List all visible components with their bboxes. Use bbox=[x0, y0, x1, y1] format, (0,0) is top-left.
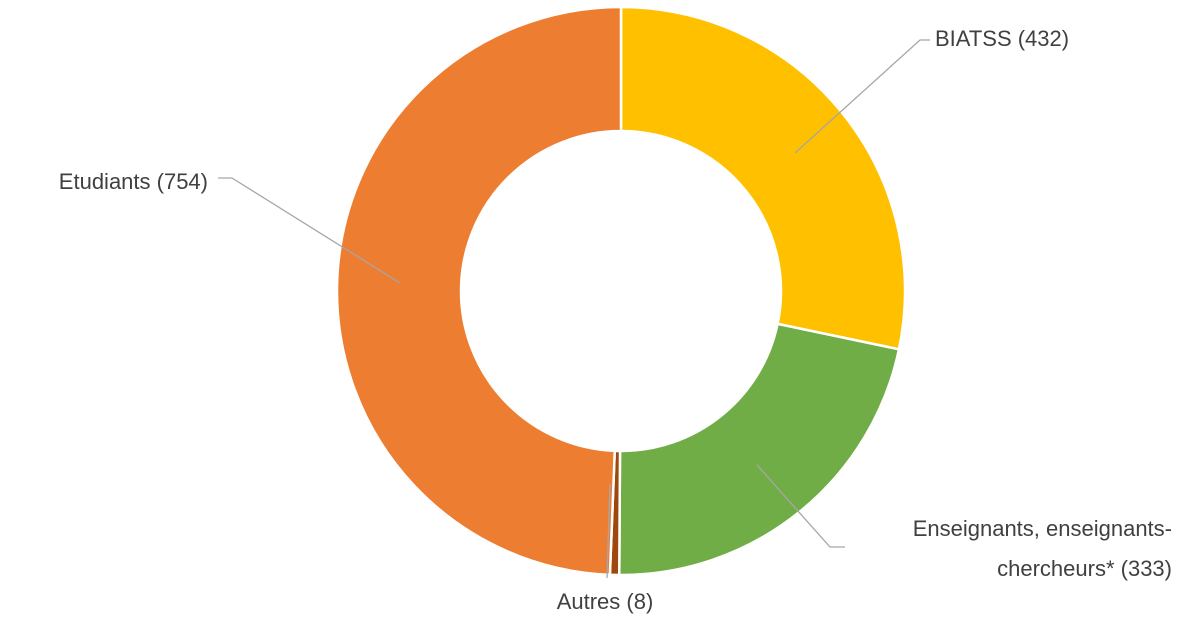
data-label: Etudiants (754) bbox=[59, 169, 208, 194]
leader-line bbox=[606, 483, 611, 579]
data-label: Enseignants, enseignants- bbox=[913, 516, 1172, 541]
leader-line bbox=[756, 464, 845, 548]
leader-line bbox=[794, 39, 930, 154]
leader-line bbox=[218, 177, 401, 284]
donut-slice bbox=[617, 322, 901, 577]
data-label: BIATSS (432) bbox=[935, 26, 1069, 51]
data-label: Autres (8) bbox=[557, 589, 654, 614]
donut-slice bbox=[335, 5, 623, 577]
donut-slice bbox=[619, 5, 907, 351]
data-label: chercheurs* (333) bbox=[997, 556, 1172, 581]
